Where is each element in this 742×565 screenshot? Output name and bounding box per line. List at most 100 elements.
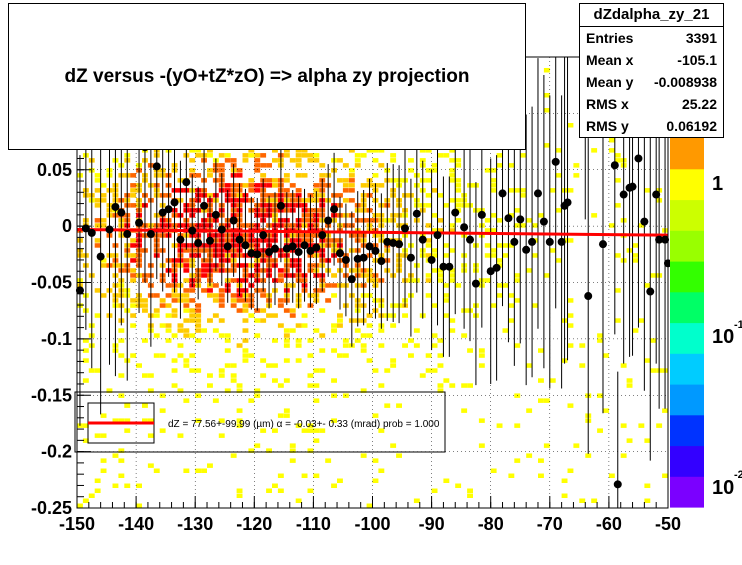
data-point bbox=[613, 480, 622, 489]
heat-cell bbox=[449, 273, 456, 278]
heat-cell bbox=[295, 423, 302, 428]
heat-cell bbox=[159, 298, 166, 303]
heat-cell bbox=[230, 298, 237, 303]
heat-cell bbox=[567, 123, 574, 128]
heat-cell bbox=[283, 343, 290, 348]
heat-cell bbox=[490, 178, 497, 183]
data-point bbox=[75, 286, 84, 295]
heat-cell bbox=[230, 378, 237, 383]
heat-cell bbox=[337, 478, 343, 483]
data-point bbox=[123, 230, 132, 239]
heat-cell bbox=[608, 473, 615, 478]
data-point bbox=[395, 240, 404, 249]
fit-line-group bbox=[76, 228, 669, 237]
heat-cell bbox=[289, 183, 296, 188]
heat-cell bbox=[543, 398, 550, 403]
heat-cell bbox=[360, 348, 367, 353]
data-point bbox=[288, 242, 297, 251]
heat-cell bbox=[644, 188, 651, 193]
heat-cell bbox=[130, 273, 137, 278]
heat-cell bbox=[372, 368, 379, 373]
heat-cell bbox=[277, 273, 284, 278]
heat-cell bbox=[484, 168, 491, 173]
legend-frame bbox=[74, 391, 446, 453]
palette-exponent: -2 bbox=[734, 469, 742, 481]
heat-cell bbox=[130, 188, 137, 193]
heat-cell bbox=[437, 363, 444, 368]
heat-cell bbox=[118, 458, 125, 463]
heat-cell bbox=[130, 243, 137, 248]
heat-cell bbox=[248, 188, 255, 193]
heat-cell bbox=[153, 353, 160, 358]
heat-cell bbox=[260, 153, 267, 158]
heat-cell bbox=[348, 183, 355, 188]
heat-cell bbox=[360, 343, 367, 348]
heat-cell bbox=[508, 318, 515, 323]
heat-cell bbox=[283, 413, 290, 418]
legend-fit-label: dZ = 77.56+-99.99 (µm) α = -0.03+- 0.33 … bbox=[168, 419, 440, 430]
heat-cell bbox=[567, 298, 574, 303]
data-point bbox=[105, 225, 114, 234]
stats-row-rms-y: RMS y 0.06192 bbox=[580, 115, 723, 137]
heat-cell bbox=[295, 153, 302, 158]
heat-cell bbox=[608, 223, 615, 228]
heat-cell bbox=[331, 348, 337, 353]
heat-cell bbox=[124, 418, 131, 423]
heat-cell bbox=[307, 488, 314, 493]
data-point bbox=[205, 236, 214, 245]
heat-cell bbox=[342, 338, 349, 343]
heat-cell bbox=[272, 148, 278, 153]
heat-cell bbox=[514, 423, 521, 428]
heat-cell bbox=[183, 398, 190, 403]
data-point bbox=[516, 215, 525, 224]
heat-cell bbox=[183, 333, 190, 338]
heat-cell bbox=[449, 318, 456, 323]
heat-cell bbox=[230, 363, 237, 368]
stats-histogram-name: dZdalpha_zy_21 bbox=[580, 4, 723, 27]
data-point bbox=[276, 201, 285, 210]
heat-cell bbox=[496, 163, 503, 168]
heat-cell bbox=[520, 193, 527, 198]
heat-cell bbox=[408, 338, 414, 343]
data-point bbox=[539, 217, 548, 226]
heat-cell bbox=[532, 223, 538, 228]
data-point bbox=[466, 235, 475, 244]
stats-row-entries: Entries 3391 bbox=[580, 27, 723, 49]
heat-cell bbox=[236, 418, 243, 423]
heat-cell bbox=[443, 378, 450, 383]
heat-cell bbox=[425, 253, 432, 258]
heat-cell bbox=[118, 418, 125, 423]
heat-cell bbox=[484, 218, 491, 223]
data-point bbox=[229, 216, 238, 225]
heat-cell bbox=[201, 268, 207, 273]
heat-cell bbox=[396, 403, 402, 408]
data-point bbox=[486, 267, 495, 276]
heat-cell bbox=[130, 303, 137, 308]
heat-cell bbox=[195, 308, 202, 313]
heat-cell bbox=[313, 183, 320, 188]
heat-cell bbox=[455, 203, 462, 208]
heat-cell bbox=[254, 393, 261, 398]
heat-cell bbox=[236, 493, 243, 498]
heat-cell bbox=[348, 173, 355, 178]
heat-cell bbox=[283, 178, 290, 183]
y-tick-label: 0 bbox=[62, 216, 72, 236]
heat-cell bbox=[614, 253, 621, 258]
heat-cell bbox=[496, 423, 503, 428]
data-point bbox=[533, 189, 542, 198]
heat-cell bbox=[236, 383, 243, 388]
heat-cell bbox=[608, 148, 615, 153]
heat-cell bbox=[82, 378, 89, 383]
heat-cell bbox=[549, 248, 556, 253]
heat-cell bbox=[230, 373, 237, 378]
heat-cell bbox=[449, 148, 456, 153]
heat-cell bbox=[272, 363, 278, 368]
data-point bbox=[335, 249, 344, 258]
heat-cell bbox=[603, 353, 609, 358]
heat-cell bbox=[272, 428, 278, 433]
heat-cell bbox=[283, 148, 290, 153]
heat-cell bbox=[147, 373, 154, 378]
heat-cell bbox=[195, 393, 202, 398]
heat-cell bbox=[159, 428, 166, 433]
heat-cell bbox=[425, 203, 432, 208]
